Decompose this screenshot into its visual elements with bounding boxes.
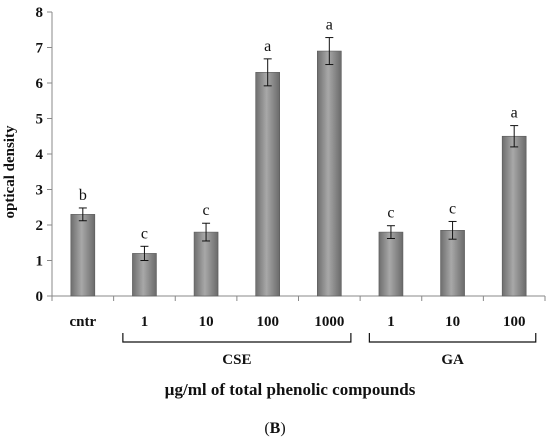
bar — [378, 231, 404, 297]
significance-labels: b c c a a c c a — [79, 17, 518, 243]
y-axis-label: optical density — [2, 125, 18, 218]
category-label: 100 — [256, 314, 279, 330]
category-label: 1000 — [314, 314, 344, 330]
significance-label: b — [79, 187, 87, 204]
y-tick-label: 4 — [36, 147, 44, 163]
y-tick-label: 5 — [36, 112, 44, 128]
significance-label: a — [264, 38, 271, 55]
y-tick-label: 0 — [36, 289, 44, 305]
category-labels: cntr 1 10 100 1000 1 10 100 — [69, 314, 525, 330]
significance-label: c — [449, 200, 456, 217]
significance-label: c — [141, 225, 148, 242]
bar — [317, 50, 342, 297]
y-tick-label: 1 — [36, 254, 44, 270]
x-axis-label: µg/ml of total phenolic compounds — [165, 380, 416, 399]
bar — [70, 214, 96, 297]
significance-label: c — [387, 205, 394, 222]
group-bracket — [122, 333, 352, 343]
significance-label: c — [203, 202, 210, 219]
bar — [440, 230, 465, 297]
panel-open-paren: ( — [264, 420, 269, 437]
significance-label: a — [326, 17, 333, 34]
bars — [70, 50, 527, 297]
category-label: cntr — [69, 314, 96, 330]
category-label: 10 — [445, 314, 460, 330]
error-bars — [78, 37, 519, 261]
bar — [501, 135, 527, 297]
category-label: 1 — [141, 314, 149, 330]
y-tick-label: 8 — [36, 5, 44, 21]
y-tick-label: 2 — [36, 218, 44, 234]
category-label: 1 — [387, 314, 395, 330]
category-label: 100 — [503, 314, 526, 330]
y-axis: 0 1 2 3 4 5 6 7 8 — [36, 5, 546, 305]
significance-label: a — [511, 105, 518, 122]
y-tick-label: 3 — [36, 183, 44, 199]
bar — [193, 231, 219, 297]
panel-letter: B — [270, 420, 281, 437]
group-brackets: CSE GA — [122, 333, 537, 368]
group-label: GA — [441, 352, 464, 368]
group-label: CSE — [222, 352, 251, 368]
group-bracket — [368, 333, 537, 343]
panel-label: (B) — [264, 420, 285, 437]
y-tick-label: 6 — [36, 76, 44, 92]
y-tick-label: 7 — [36, 41, 44, 57]
category-label: 10 — [199, 314, 214, 330]
panel-close-paren: ) — [280, 420, 285, 437]
bar — [255, 72, 280, 297]
